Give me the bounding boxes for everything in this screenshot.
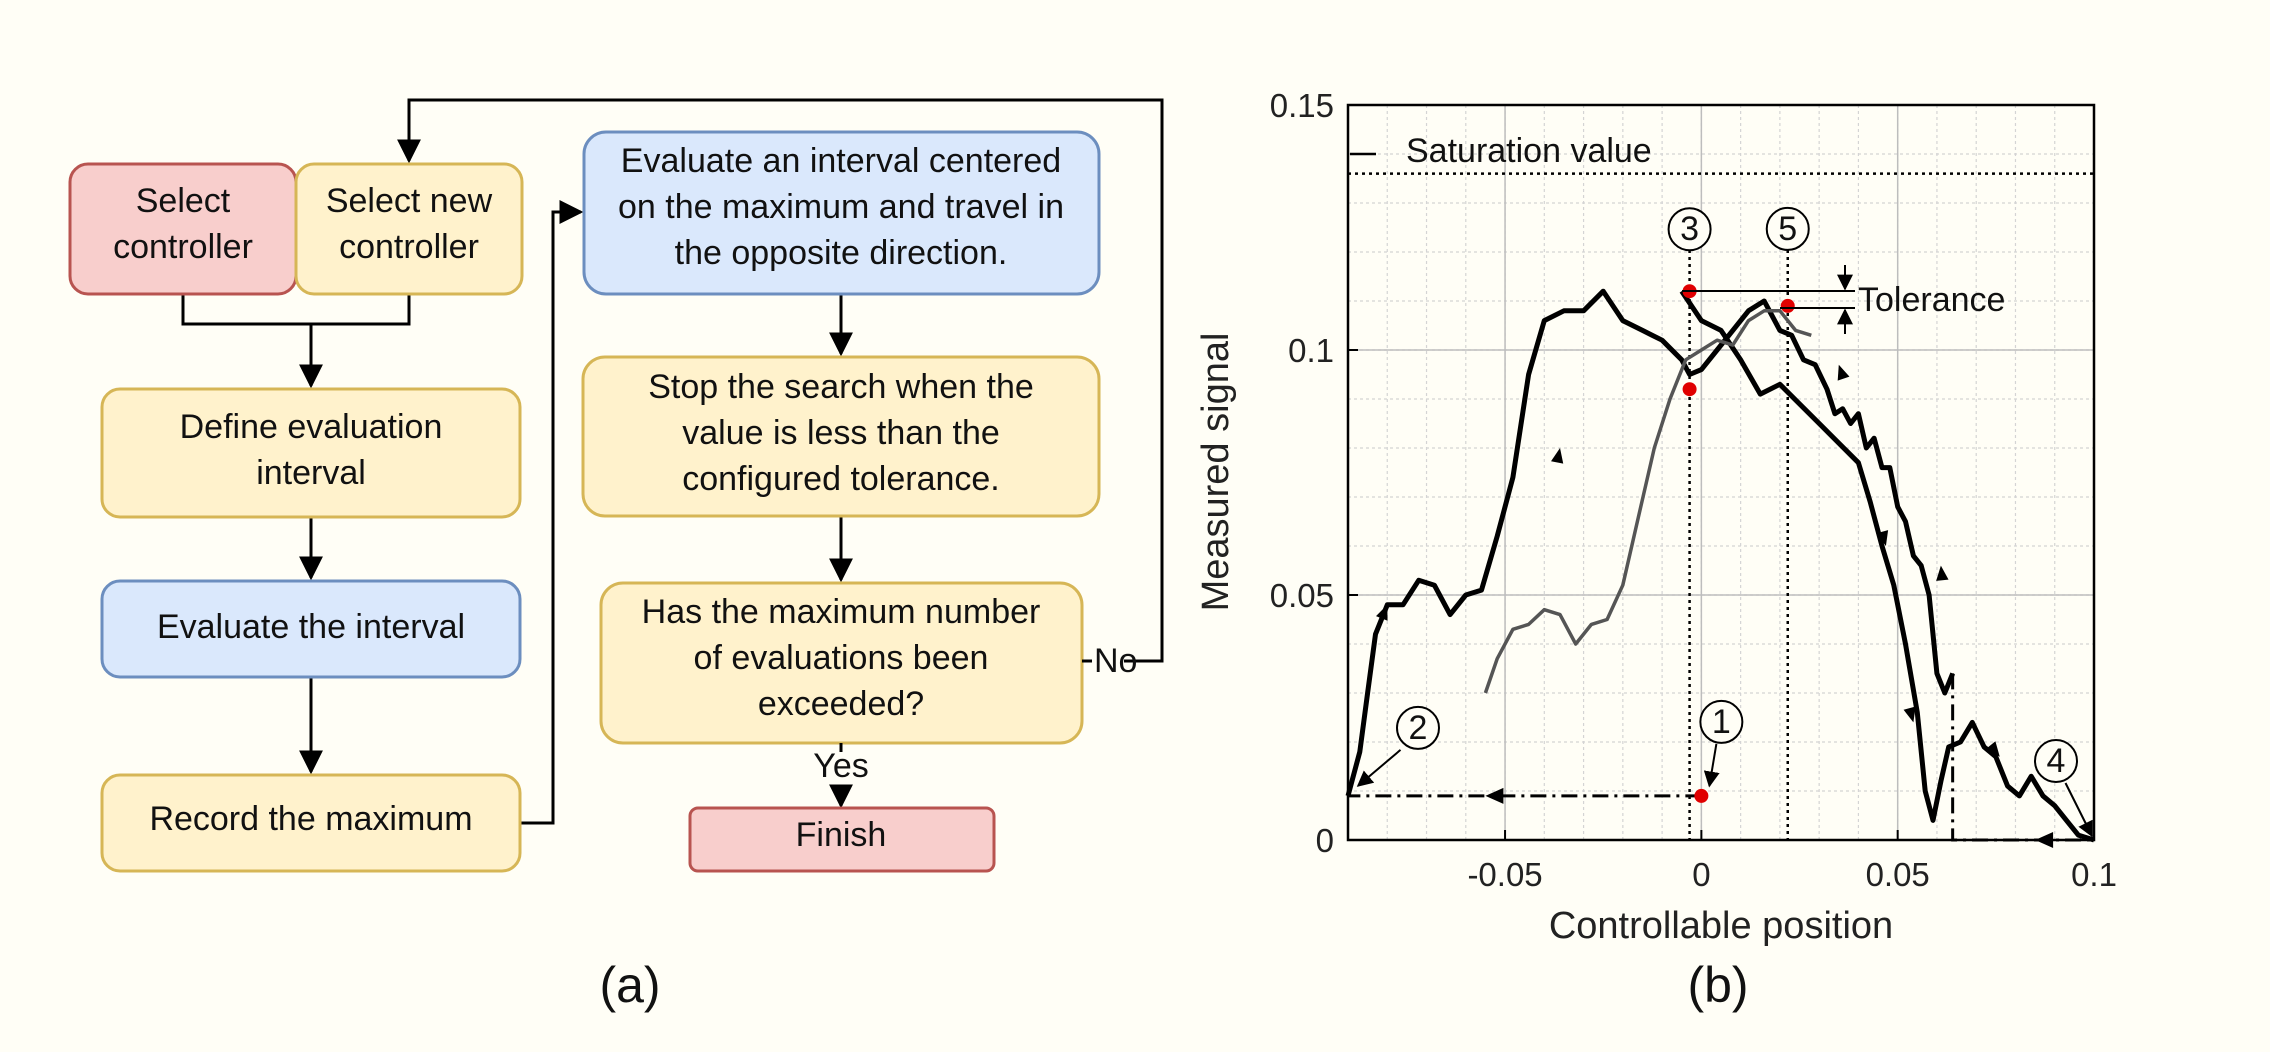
y-tick-label: 0 bbox=[1316, 822, 1334, 859]
direction-arrowhead bbox=[1903, 706, 1916, 723]
max-evaluations-box: Has the maximum number of evaluations bee… bbox=[599, 581, 1084, 745]
svg-text:Record the maximum: Record the maximum bbox=[149, 800, 472, 838]
x-tick-label: -0.05 bbox=[1467, 856, 1542, 893]
evaluate-centered-box: Evaluate an interval centered on the maxi… bbox=[582, 130, 1101, 296]
finish-box: Finish bbox=[688, 806, 996, 873]
select-controller-box: Select controller bbox=[68, 162, 298, 296]
svg-text:Finish: Finish bbox=[796, 816, 887, 854]
direction-arrowhead bbox=[1837, 364, 1850, 381]
evaluate-interval-box: Evaluate the interval bbox=[100, 579, 522, 679]
flow-connectors bbox=[181, 98, 1164, 825]
annotation-circle-2 bbox=[1396, 705, 1440, 750]
series-line-1 bbox=[1345, 288, 1956, 797]
y-tick-label: 0.15 bbox=[1270, 87, 1334, 124]
x-tick-label: 0 bbox=[1692, 856, 1710, 893]
chart-markers bbox=[1682, 284, 1795, 803]
annotation-circle-4 bbox=[2034, 739, 2078, 783]
chart-series bbox=[1345, 288, 2095, 843]
svg-text:No: No bbox=[1094, 642, 1137, 680]
direction-arrowhead bbox=[1876, 530, 1889, 546]
branch-yes: Yes bbox=[813, 743, 869, 785]
y-tick-label: 0.05 bbox=[1270, 577, 1334, 614]
saturation-label: Saturation value bbox=[1406, 132, 1652, 170]
annotation-number-1: 1 bbox=[1712, 703, 1731, 741]
svg-text:Evaluate the interval: Evaluate the interval bbox=[157, 608, 465, 646]
annotation-circle-5 bbox=[1765, 206, 1810, 251]
plot-frame bbox=[1346, 103, 2096, 842]
annotation-circle-3 bbox=[1667, 207, 1712, 252]
tolerance-label: Tolerance bbox=[1858, 281, 2005, 319]
annotation-number-2: 2 bbox=[1409, 709, 1428, 747]
y-axis-label: Measured signal bbox=[1195, 333, 1237, 612]
branch-no: No bbox=[1082, 642, 1137, 680]
select-new-controller-box: Select new controller bbox=[294, 162, 524, 296]
annotation-leader bbox=[1356, 749, 1402, 787]
direction-arrowhead bbox=[1985, 741, 2000, 757]
chart-annotations: 1 2 3 4 5 bbox=[1356, 206, 2093, 838]
red-marker bbox=[1780, 298, 1795, 313]
y-tick-label: 0.1 bbox=[1288, 332, 1334, 369]
x-tick-label: 0.05 bbox=[1866, 856, 1930, 893]
tolerance-annotation bbox=[1682, 265, 1855, 334]
annotation-number-5: 5 bbox=[1778, 210, 1797, 248]
chart-ticks: -0.05 0 0.05 0.1 0 0.05 0.1 0.15 bbox=[1270, 87, 2117, 893]
define-interval-box: Define evaluation interval bbox=[100, 387, 522, 519]
panel-label-a: (a) bbox=[599, 957, 660, 1013]
series-line-3 bbox=[1483, 309, 1812, 694]
series-line-2 bbox=[1679, 289, 2095, 843]
annotation-circle-1 bbox=[1699, 699, 1744, 744]
annotation-number-3: 3 bbox=[1680, 210, 1699, 248]
travel-arrow-left bbox=[1485, 787, 1504, 804]
svg-text:Yes: Yes bbox=[813, 747, 868, 785]
red-marker bbox=[1682, 382, 1697, 397]
x-tick-label: 0.1 bbox=[2071, 856, 2117, 893]
direction-arrowhead bbox=[1936, 565, 1949, 581]
connector-no-loop bbox=[397, 98, 1164, 663]
direction-arrowhead bbox=[1551, 448, 1564, 464]
annotation-leader bbox=[2064, 782, 2093, 838]
annotation-leader bbox=[1703, 743, 1720, 788]
x-axis-label: Controllable position bbox=[1549, 905, 1893, 947]
record-max-box: Record the maximum bbox=[100, 773, 522, 873]
signal-chart: 1 2 3 4 5 -0.05 0 0.05 0.1 0 0.05 0.1 0.15 Measured… bbox=[1195, 87, 2117, 947]
connector-record-to-centered bbox=[521, 200, 584, 825]
stop-search-box: Stop the search when the value is less th… bbox=[581, 355, 1101, 518]
direction-arrowhead bbox=[1375, 604, 1388, 621]
annotation-number-4: 4 bbox=[2047, 742, 2066, 780]
connector-select-merge bbox=[181, 294, 411, 326]
panel-label-b: (b) bbox=[1687, 957, 1748, 1013]
red-marker bbox=[1694, 788, 1709, 803]
flowchart: Select controller Select new controller De… bbox=[68, 98, 1164, 873]
